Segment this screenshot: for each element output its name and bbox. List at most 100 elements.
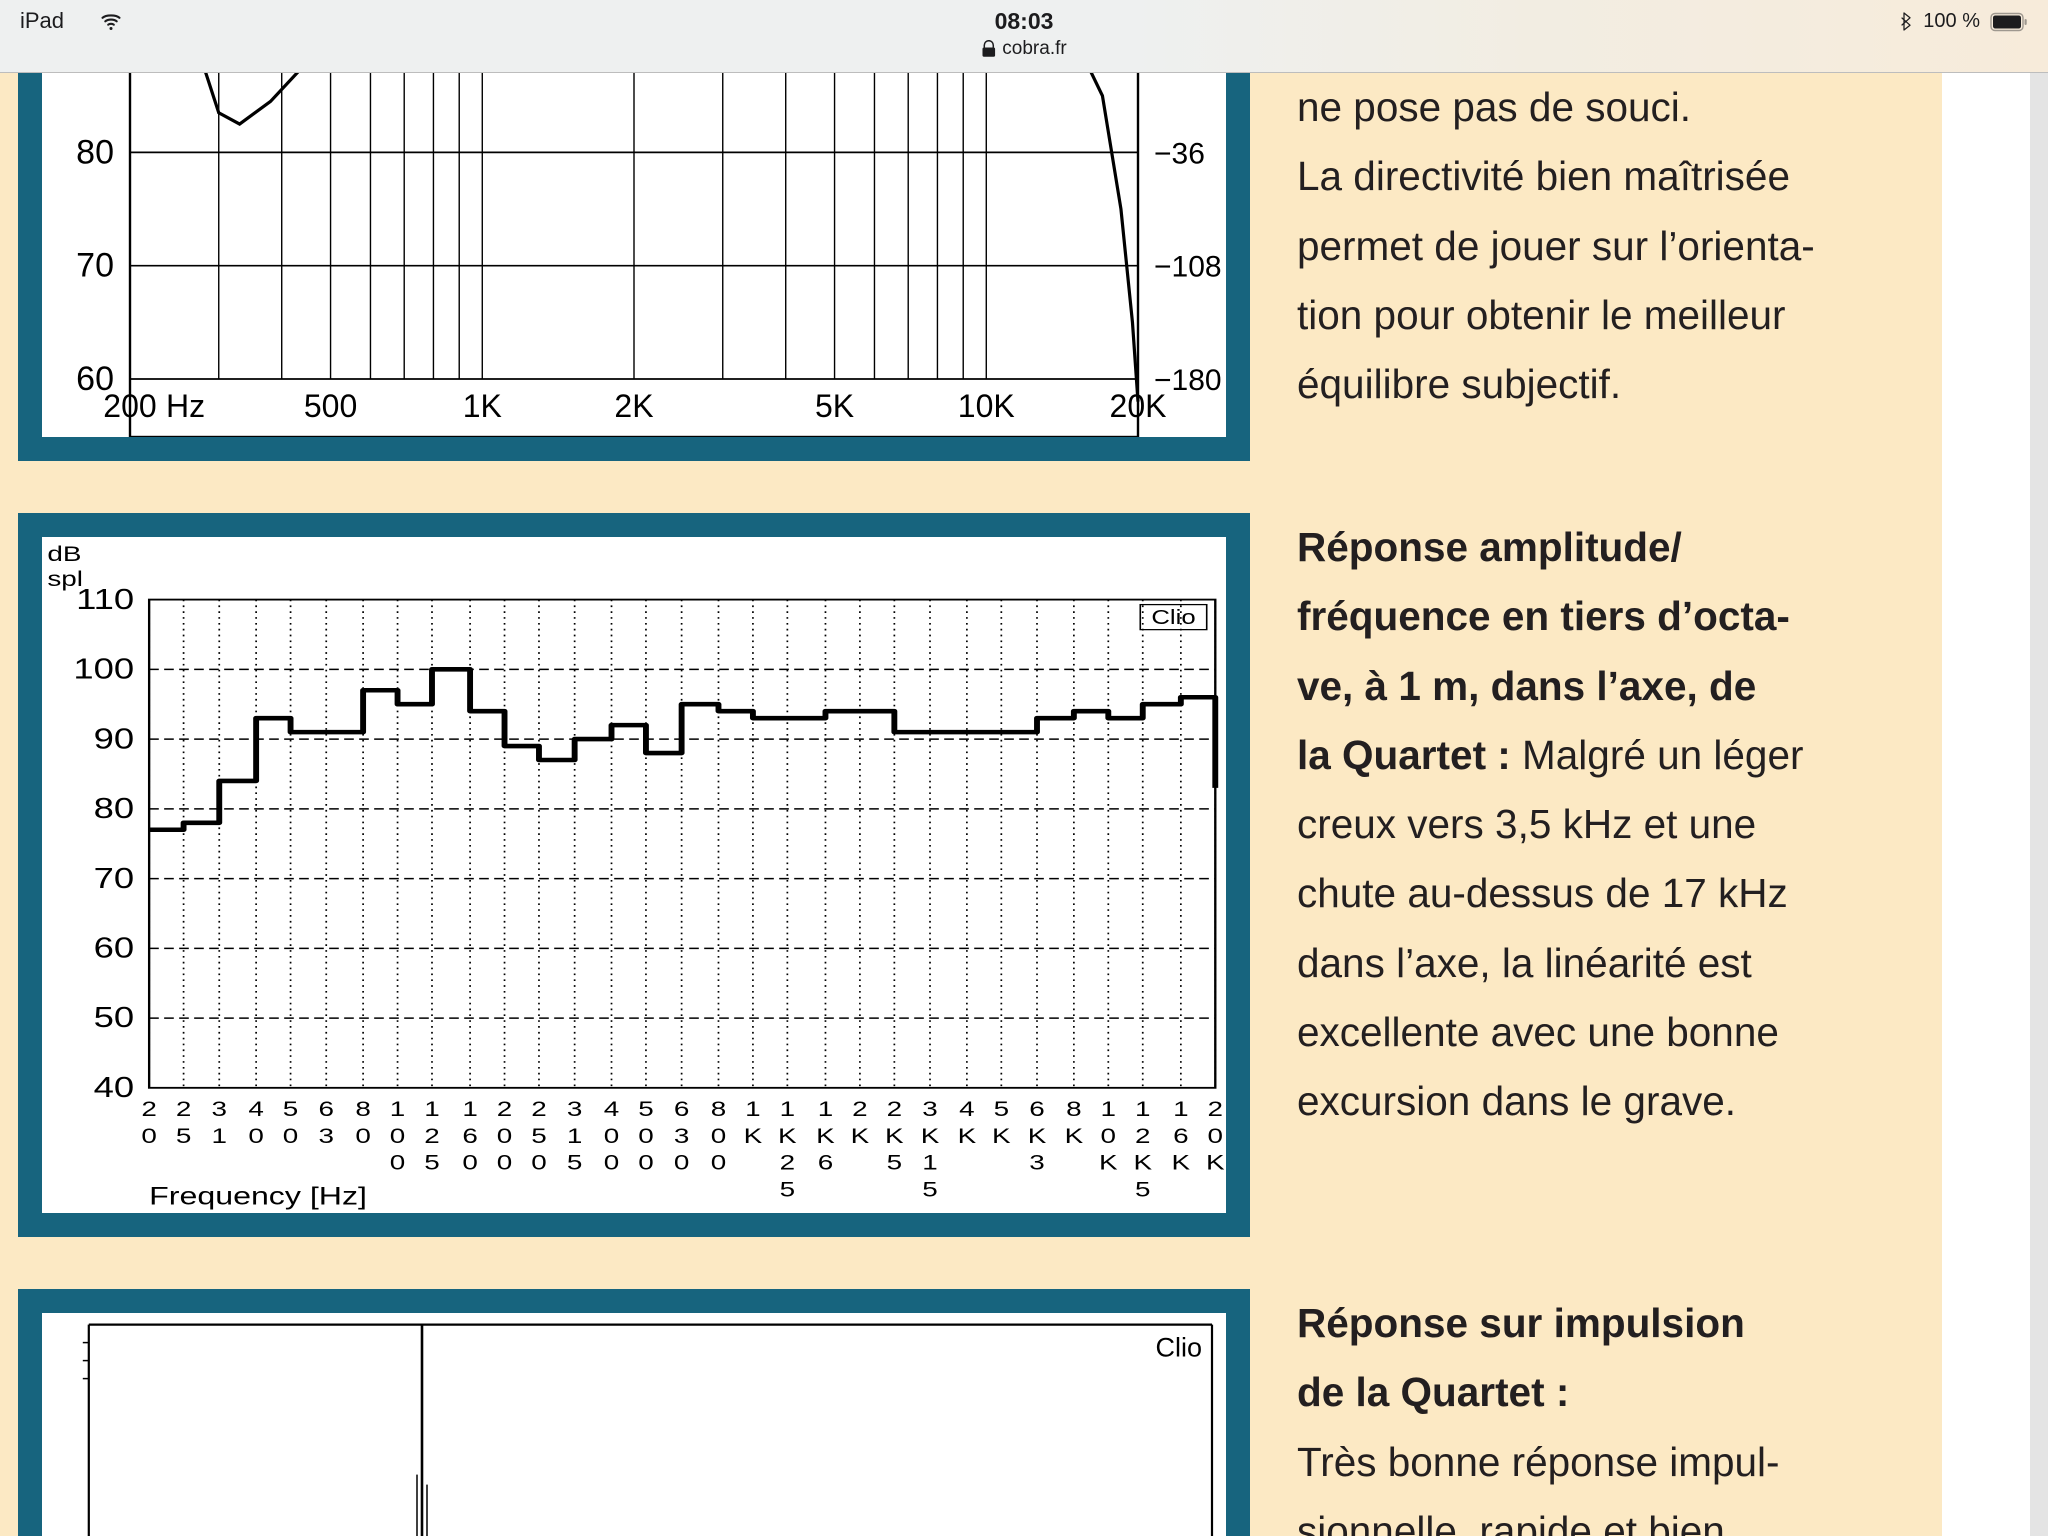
svg-text:1: 1: [780, 1097, 795, 1121]
svg-text:0: 0: [674, 1150, 689, 1174]
svg-text:1: 1: [390, 1097, 405, 1121]
svg-text:0: 0: [355, 1124, 370, 1148]
svg-text:80: 80: [94, 792, 135, 824]
svg-text:6: 6: [674, 1097, 689, 1121]
svg-text:0: 0: [638, 1124, 653, 1148]
svg-text:1: 1: [922, 1150, 937, 1174]
svg-text:K: K: [1172, 1150, 1191, 1174]
svg-text:0: 0: [462, 1150, 477, 1174]
svg-text:1: 1: [212, 1124, 227, 1148]
svg-text:1: 1: [1173, 1097, 1188, 1121]
svg-text:K: K: [958, 1124, 977, 1148]
svg-text:0: 0: [711, 1150, 726, 1174]
svg-text:0: 0: [711, 1124, 726, 1148]
svg-text:−108: −108: [1154, 251, 1222, 284]
svg-text:5: 5: [994, 1097, 1009, 1121]
svg-text:6: 6: [1173, 1124, 1188, 1148]
svg-text:40: 40: [94, 1071, 135, 1103]
svg-text:0: 0: [531, 1150, 546, 1174]
svg-text:6: 6: [818, 1150, 833, 1174]
svg-text:1: 1: [424, 1097, 439, 1121]
svg-text:K: K: [778, 1124, 797, 1148]
svg-text:4: 4: [959, 1097, 975, 1121]
svg-text:5: 5: [176, 1124, 191, 1148]
svg-text:2: 2: [141, 1097, 156, 1121]
svg-text:0: 0: [390, 1124, 405, 1148]
svg-text:2: 2: [887, 1097, 902, 1121]
svg-text:2: 2: [424, 1124, 439, 1148]
svg-text:K: K: [1028, 1124, 1047, 1148]
svg-text:2: 2: [176, 1097, 191, 1121]
svg-text:dB: dB: [47, 542, 81, 566]
svg-text:1K: 1K: [463, 388, 502, 424]
svg-text:Clio: Clio: [1155, 1333, 1202, 1363]
svg-text:3: 3: [318, 1124, 333, 1148]
svg-text:K: K: [1133, 1150, 1152, 1174]
svg-text:3: 3: [1029, 1150, 1044, 1174]
svg-text:70: 70: [94, 862, 135, 894]
svg-text:110: 110: [76, 583, 134, 615]
svg-text:80: 80: [76, 133, 114, 171]
svg-text:50: 50: [94, 1001, 135, 1033]
svg-text:Hz: Hz: [166, 388, 205, 424]
svg-text:2: 2: [531, 1097, 546, 1121]
svg-text:0: 0: [638, 1150, 653, 1174]
svg-text:8: 8: [711, 1097, 726, 1121]
svg-text:K: K: [992, 1124, 1011, 1148]
svg-text:K: K: [851, 1124, 870, 1148]
svg-text:3: 3: [212, 1097, 227, 1121]
svg-text:K: K: [744, 1124, 763, 1148]
svg-text:K: K: [1099, 1150, 1118, 1174]
svg-text:1: 1: [1101, 1097, 1116, 1121]
svg-text:0: 0: [497, 1124, 512, 1148]
svg-text:5K: 5K: [815, 388, 854, 424]
svg-text:4: 4: [248, 1097, 264, 1121]
svg-text:K: K: [1065, 1124, 1084, 1148]
svg-text:0: 0: [497, 1150, 512, 1174]
svg-text:K: K: [921, 1124, 940, 1148]
svg-text:5: 5: [424, 1150, 439, 1174]
svg-text:5: 5: [283, 1097, 298, 1121]
svg-text:2: 2: [1208, 1097, 1223, 1121]
svg-text:0: 0: [604, 1150, 619, 1174]
svg-text:1: 1: [1135, 1097, 1150, 1121]
svg-text:K: K: [885, 1124, 904, 1148]
svg-text:60: 60: [94, 931, 135, 963]
svg-text:0: 0: [1208, 1124, 1223, 1148]
svg-text:0: 0: [248, 1124, 263, 1148]
svg-text:500: 500: [304, 388, 357, 424]
svg-text:8: 8: [355, 1097, 370, 1121]
svg-text:0: 0: [390, 1150, 405, 1174]
svg-text:4: 4: [604, 1097, 620, 1121]
svg-text:Clio: Clio: [1151, 606, 1195, 629]
svg-text:90: 90: [94, 722, 135, 754]
svg-text:2: 2: [1135, 1124, 1150, 1148]
svg-text:K: K: [816, 1124, 835, 1148]
svg-text:100: 100: [73, 652, 134, 684]
svg-text:8: 8: [1066, 1097, 1081, 1121]
svg-text:2K: 2K: [614, 388, 653, 424]
svg-text:1: 1: [567, 1124, 582, 1148]
svg-text:5: 5: [780, 1177, 795, 1201]
svg-text:5: 5: [531, 1124, 546, 1148]
svg-text:3: 3: [922, 1097, 937, 1121]
svg-text:2: 2: [497, 1097, 512, 1121]
svg-text:−36: −36: [1154, 137, 1205, 170]
svg-text:Frequency [Hz]: Frequency [Hz]: [149, 1183, 367, 1211]
svg-text:10K: 10K: [958, 388, 1015, 424]
svg-text:6: 6: [1029, 1097, 1044, 1121]
svg-text:70: 70: [76, 247, 114, 285]
svg-text:5: 5: [887, 1150, 902, 1174]
svg-text:0: 0: [141, 1124, 156, 1148]
svg-text:1: 1: [745, 1097, 760, 1121]
svg-text:1: 1: [818, 1097, 833, 1121]
svg-text:0: 0: [604, 1124, 619, 1148]
svg-text:0: 0: [283, 1124, 298, 1148]
svg-text:0: 0: [1101, 1124, 1116, 1148]
svg-text:200: 200: [103, 388, 156, 424]
svg-text:3: 3: [567, 1097, 582, 1121]
svg-text:6: 6: [462, 1124, 477, 1148]
svg-text:2: 2: [852, 1097, 867, 1121]
svg-text:spl: spl: [47, 567, 83, 591]
svg-text:K: K: [1206, 1150, 1225, 1174]
